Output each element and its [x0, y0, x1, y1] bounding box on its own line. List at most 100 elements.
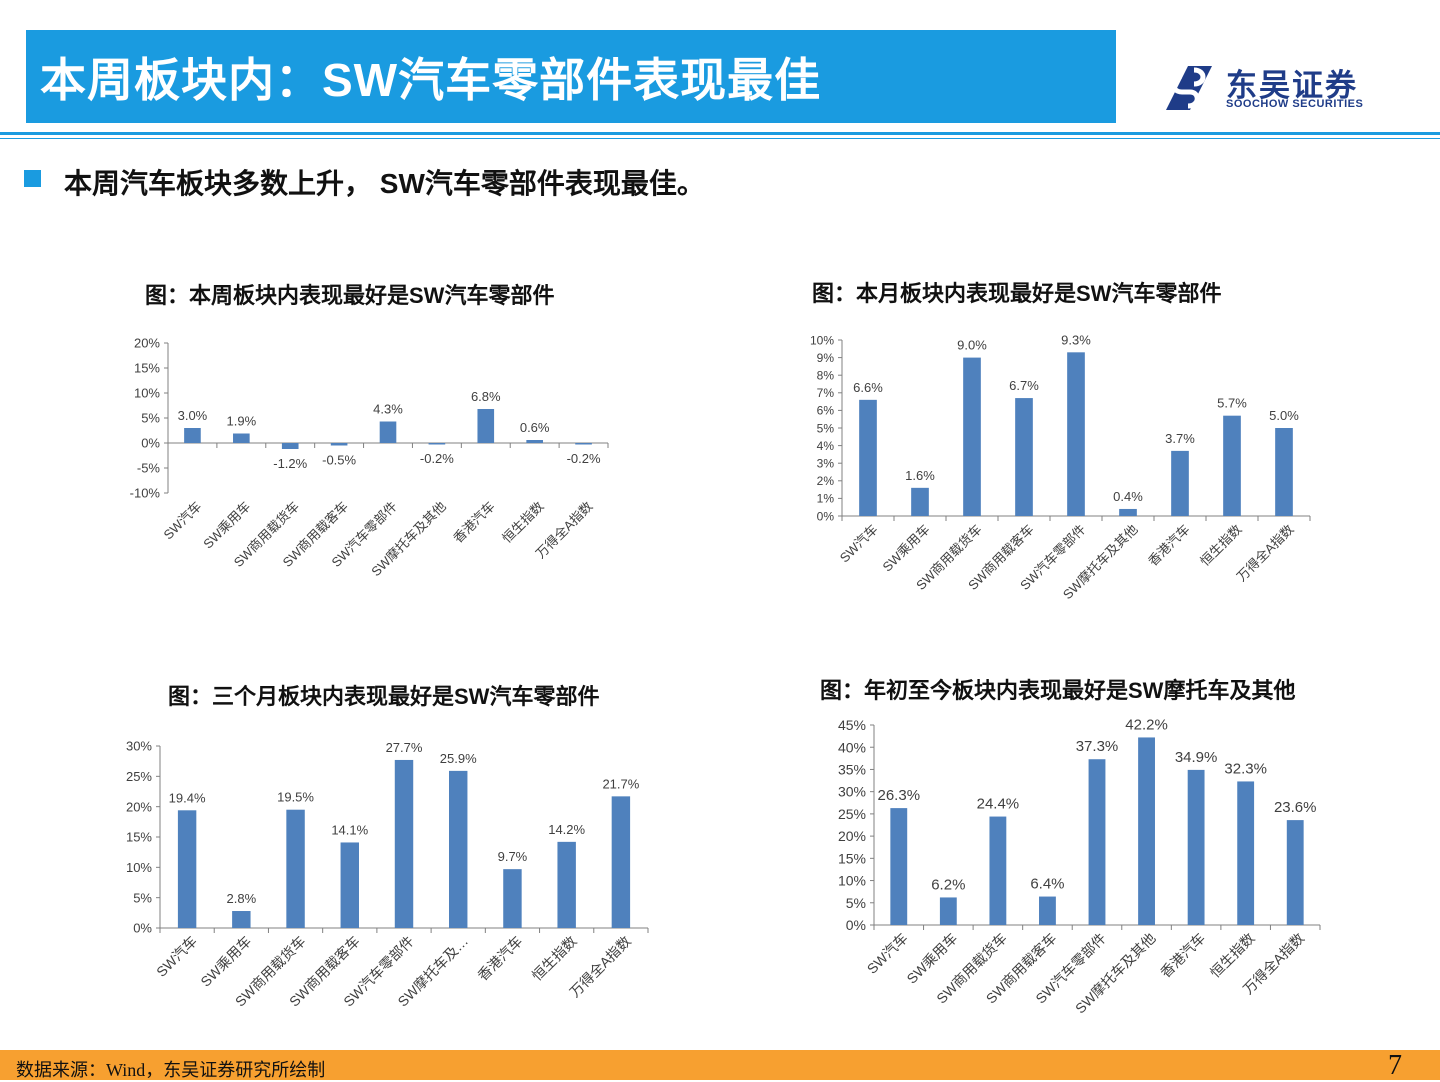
- bar: [939, 897, 957, 925]
- category-label: 香港汽车: [450, 499, 497, 546]
- data-label: 2.8%: [227, 891, 257, 906]
- category-label: 恒生指数: [529, 933, 580, 984]
- y-tick-label: -5%: [137, 461, 161, 476]
- chart-ytd: 0% 5% 10% 15% 20% 25% 30% 35% 40% 45% 26.3% SW汽车 6.2…: [838, 716, 1321, 1016]
- data-label: 6.8%: [471, 389, 501, 404]
- chart-title-weekly: 图：本周板块内表现最好是SW汽车零部件: [145, 283, 555, 308]
- footer-bar: [0, 1050, 1440, 1080]
- data-label: 9.0%: [957, 338, 987, 353]
- data-label: -0.2%: [567, 451, 601, 466]
- data-label: 19.4%: [169, 790, 206, 805]
- y-tick-label: 5%: [817, 421, 835, 435]
- y-tick-label: 20%: [838, 828, 866, 844]
- logo-mark-icon: [1166, 66, 1212, 110]
- company-logo: 东吴证券 SOOCHOW SECURITIES: [1160, 62, 1390, 114]
- category-label: SW乘用车: [197, 933, 254, 990]
- bar: [184, 428, 201, 443]
- bar: [449, 770, 468, 928]
- bar: [1171, 450, 1189, 516]
- y-tick-label: 35%: [838, 761, 866, 777]
- header-rule: [0, 132, 1440, 135]
- data-label: 23.6%: [1274, 799, 1317, 816]
- data-label: 0.6%: [520, 420, 550, 435]
- bar: [911, 487, 929, 516]
- bar: [286, 809, 305, 928]
- y-tick-label: 7%: [817, 386, 835, 400]
- data-label: 1.6%: [905, 468, 935, 483]
- footer-source: 数据来源：Wind，东吴证券研究所绘制: [16, 1060, 326, 1080]
- data-label: -1.2%: [273, 456, 307, 471]
- bar: [1067, 352, 1085, 516]
- category-label: SW汽车: [864, 930, 911, 977]
- category-label: 香港汽车: [1145, 522, 1192, 569]
- y-tick-label: 25%: [838, 806, 866, 822]
- bar: [963, 357, 981, 516]
- bar: [281, 443, 299, 449]
- bar: [859, 399, 877, 516]
- data-label: -0.5%: [322, 453, 356, 468]
- bar: [177, 810, 197, 928]
- chart-weekly: -10%-5%0%5%10%15%20%3.0%SW汽车1.9%SW乘用车-1.…: [130, 336, 609, 579]
- y-tick-label: 2%: [817, 474, 835, 488]
- bar: [1039, 896, 1056, 925]
- chart-3month: 0% 5% 10% 15% 20% 25% 30% 19.4% SW汽车 2.8% SW乘用车 19.…: [126, 739, 649, 1010]
- y-tick-label: 3%: [817, 457, 835, 471]
- chart-title-3month: 图：三个月板块内表现最好是SW汽车零部件: [168, 684, 600, 709]
- y-tick-label: 1%: [817, 492, 835, 506]
- bar: [526, 440, 543, 443]
- bar: [503, 869, 522, 928]
- bar: [379, 421, 397, 443]
- y-tick-label: -10%: [130, 486, 161, 501]
- bar: [890, 808, 908, 925]
- data-label: 6.4%: [1030, 876, 1064, 893]
- bar: [989, 816, 1007, 925]
- y-tick-label: 10%: [134, 386, 160, 401]
- category-label: 香港汽车: [474, 933, 525, 984]
- bar: [1088, 759, 1106, 925]
- bar: [1223, 415, 1241, 516]
- data-label: 14.1%: [331, 822, 368, 837]
- bar: [477, 409, 495, 443]
- data-label: -0.2%: [420, 451, 454, 466]
- summary-bullet: 本周汽车板块多数上升， SW汽车零部件表现最佳。: [64, 168, 705, 199]
- data-label: 27.7%: [386, 740, 423, 755]
- data-label: 3.7%: [1165, 431, 1195, 446]
- y-tick-label: 5%: [141, 411, 160, 426]
- bar: [330, 443, 348, 446]
- y-tick-label: 30%: [126, 739, 152, 754]
- bar: [557, 841, 576, 928]
- bar: [233, 433, 250, 443]
- bar: [1275, 428, 1293, 516]
- bullet-square-icon: [24, 170, 41, 187]
- data-label: 21.7%: [602, 776, 639, 791]
- y-tick-label: 10%: [810, 333, 834, 347]
- data-label: 4.3%: [373, 402, 403, 417]
- data-label: 37.3%: [1076, 738, 1119, 755]
- data-label: 42.2%: [1125, 716, 1168, 733]
- data-label: 3.0%: [178, 408, 208, 423]
- y-tick-label: 0%: [846, 917, 866, 933]
- y-tick-label: 10%: [838, 873, 866, 889]
- bar: [1187, 769, 1205, 925]
- bar: [1015, 398, 1033, 516]
- data-label: 14.2%: [548, 822, 585, 837]
- data-label: 6.2%: [931, 876, 965, 893]
- data-label: 1.9%: [227, 414, 257, 429]
- category-label: 香港汽车: [1157, 930, 1208, 981]
- category-label: SW汽车: [161, 499, 205, 543]
- data-label: 19.5%: [277, 790, 314, 805]
- y-tick-label: 25%: [126, 769, 152, 784]
- data-label: 6.6%: [853, 380, 883, 395]
- bar: [394, 759, 414, 928]
- y-tick-label: 20%: [126, 799, 152, 814]
- y-tick-label: 0%: [141, 436, 160, 451]
- data-label: 26.3%: [878, 787, 921, 804]
- chart-title-ytd: 图：年初至今板块内表现最好是SW摩托车及其他: [820, 678, 1296, 703]
- chart-monthly: 0% 1% 2% 3% 4% 5% 6% 7% 8% 9% 10% 6.6% SW汽车 1.6% SW乘用车…: [810, 332, 1311, 602]
- header-rule-thin: [0, 138, 1440, 139]
- data-label: 5.7%: [1217, 396, 1247, 411]
- page-number: 7: [1388, 1050, 1402, 1081]
- chart-title-monthly: 图：本月板块内表现最好是SW汽车零部件: [812, 281, 1222, 306]
- category-label: SW汽车: [837, 522, 881, 566]
- data-label: 9.7%: [498, 849, 528, 864]
